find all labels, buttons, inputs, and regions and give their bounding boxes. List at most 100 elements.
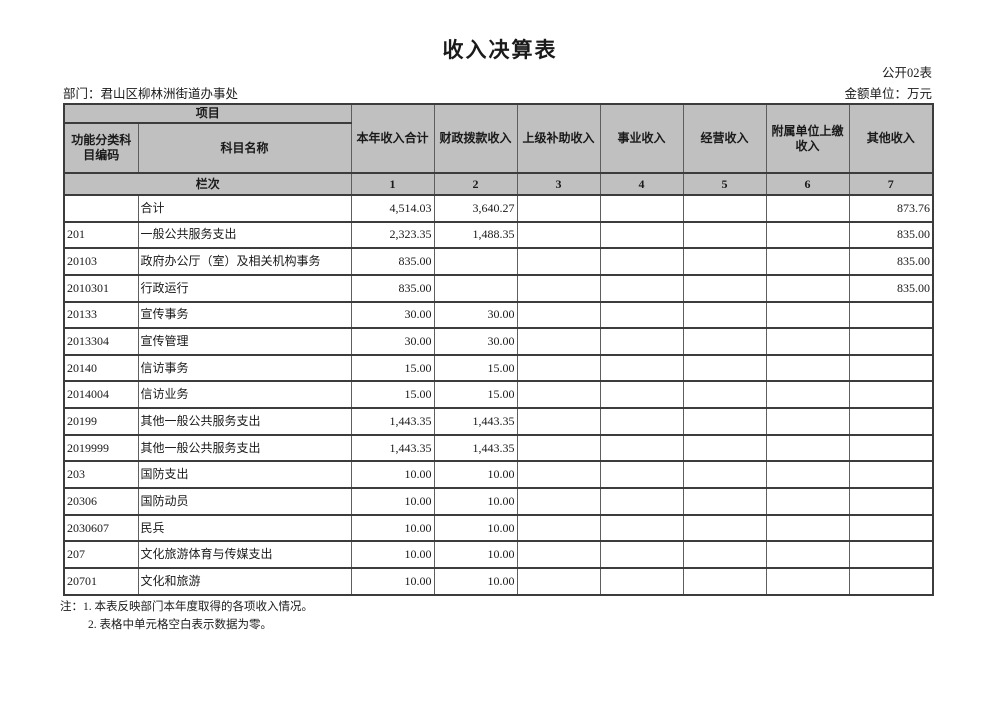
name-cell: 宣传管理 (137, 327, 352, 356)
header-col-operational-income: 事业收入 (599, 103, 684, 174)
header-row-project: 项目 本年收入合计 财政拨款收入 上级补助收入 事业收入 经营收入 附属单位上缴… (63, 103, 934, 174)
table-row: 203 国防支出 10.00 10.00 (63, 460, 934, 490)
table-row: 2010301 行政运行 835.00 835.00 (63, 273, 934, 303)
code-cell: 2010301 (63, 273, 139, 303)
value-cell (516, 220, 601, 250)
value-cell (848, 433, 934, 463)
value-cell (599, 353, 684, 383)
value-cell (682, 487, 767, 516)
table-row: 20140 信访事务 15.00 15.00 (63, 353, 934, 383)
value-cell: 1,443.35 (433, 433, 518, 463)
value-cell (848, 487, 934, 516)
name-cell: 一般公共服务支出 (137, 220, 352, 250)
value-cell (599, 194, 684, 223)
value-cell: 30.00 (433, 327, 518, 356)
table-row: 20103 政府办公厅（室）及相关机构事务 835.00 835.00 (63, 247, 934, 276)
table-header: 项目 本年收入合计 财政拨款收入 上级补助收入 事业收入 经营收入 附属单位上缴… (63, 103, 934, 196)
header-row-labels: 功能分类科目编码 科目名称 (63, 122, 933, 174)
value-cell (765, 487, 850, 516)
value-cell: 15.00 (433, 380, 518, 410)
value-cell (599, 566, 684, 596)
value-cell (765, 247, 850, 276)
value-cell: 2,323.35 (350, 220, 435, 250)
value-cell (599, 300, 684, 330)
value-cell (682, 407, 767, 436)
income-table: 项目 本年收入合计 财政拨款收入 上级补助收入 事业收入 经营收入 附属单位上缴… (63, 103, 935, 596)
value-cell: 30.00 (350, 327, 435, 356)
value-cell (682, 220, 767, 250)
value-cell (599, 220, 684, 250)
value-cell (433, 247, 518, 276)
code-cell: 20701 (63, 566, 139, 596)
value-cell (516, 194, 601, 223)
header-lanci: 栏次 (63, 172, 352, 196)
value-cell (516, 566, 601, 596)
value-cell (516, 300, 601, 330)
value-cell: 10.00 (350, 566, 435, 596)
name-cell: 宣传事务 (137, 300, 352, 330)
table-row: 207 文化旅游体育与传媒支出 10.00 10.00 (63, 540, 934, 569)
value-cell (682, 460, 767, 490)
page-title: 收入决算表 (442, 38, 558, 62)
header-row-column-numbers: 栏次 1 2 3 4 5 6 7 (63, 172, 934, 196)
name-cell: 政府办公厅（室）及相关机构事务 (137, 247, 352, 276)
col-number: 6 (765, 172, 850, 196)
header-function-code: 功能分类科目编码 (63, 122, 139, 174)
name-cell: 信访业务 (137, 380, 352, 410)
value-cell (516, 540, 601, 569)
table-row: 20133 宣传事务 30.00 30.00 (63, 300, 934, 330)
value-cell (516, 327, 601, 356)
name-cell: 信访事务 (137, 353, 352, 383)
value-cell (848, 540, 934, 569)
value-cell (848, 353, 934, 383)
value-cell (516, 460, 601, 490)
value-cell (682, 513, 767, 543)
value-cell (848, 566, 934, 596)
value-cell: 1,488.35 (433, 220, 518, 250)
value-cell: 1,443.35 (350, 433, 435, 463)
code-cell: 20103 (63, 247, 139, 276)
value-cell: 4,514.03 (350, 194, 435, 223)
header-project: 项目 (63, 103, 352, 124)
value-cell (599, 460, 684, 490)
code-cell: 20199 (63, 407, 139, 436)
value-cell (848, 460, 934, 490)
name-cell: 其他一般公共服务支出 (137, 433, 352, 463)
value-cell: 15.00 (350, 380, 435, 410)
value-cell (765, 460, 850, 490)
amount-unit-label: 金额单位：万元 (844, 87, 932, 101)
table-row: 20306 国防动员 10.00 10.00 (63, 487, 934, 516)
value-cell: 835.00 (848, 247, 934, 276)
value-cell (765, 273, 850, 303)
table-row: 2030607 民兵 10.00 10.00 (63, 513, 934, 543)
name-cell: 合计 (137, 194, 352, 223)
value-cell (765, 220, 850, 250)
name-cell: 文化旅游体育与传媒支出 (137, 540, 352, 569)
value-cell (765, 327, 850, 356)
name-cell: 其他一般公共服务支出 (137, 407, 352, 436)
col-number: 1 (350, 172, 435, 196)
code-cell (63, 194, 139, 223)
value-cell: 10.00 (433, 487, 518, 516)
value-cell (599, 273, 684, 303)
code-cell: 20140 (63, 353, 139, 383)
value-cell (516, 433, 601, 463)
table-row: 20199 其他一般公共服务支出 1,443.35 1,443.35 (63, 407, 934, 436)
value-cell: 15.00 (350, 353, 435, 383)
value-cell (516, 380, 601, 410)
header-col-total-income: 本年收入合计 (350, 103, 435, 174)
value-cell: 835.00 (350, 247, 435, 276)
name-cell: 民兵 (137, 513, 352, 543)
value-cell (765, 433, 850, 463)
header-col-superior-subsidy: 上级补助收入 (516, 103, 601, 174)
code-cell: 203 (63, 460, 139, 490)
value-cell: 3,640.27 (433, 194, 518, 223)
table-row: 2013304 宣传管理 30.00 30.00 (63, 327, 934, 356)
value-cell: 10.00 (433, 566, 518, 596)
name-cell: 行政运行 (137, 273, 352, 303)
value-cell (682, 247, 767, 276)
table-row: 201 一般公共服务支出 2,323.35 1,488.35 835.00 (63, 220, 934, 250)
code-cell: 20133 (63, 300, 139, 330)
value-cell (765, 300, 850, 330)
